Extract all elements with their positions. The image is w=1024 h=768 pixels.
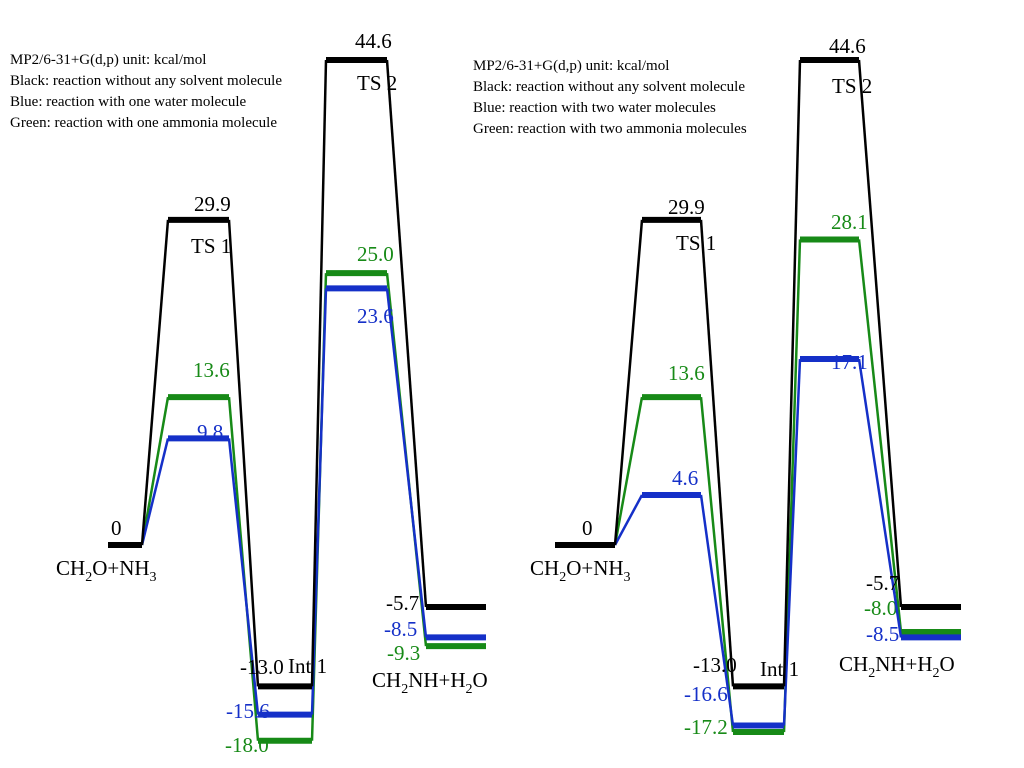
black-value-label-3: -13.0: [693, 653, 737, 677]
blue-series: 9.8 -15.6 23.6 -8.5: [140, 285, 486, 723]
green-value-label-3: -17.2: [684, 715, 728, 739]
green-connector-1: [140, 396, 170, 546]
green-value-label-2: 13.6: [193, 358, 230, 382]
legend-line-2: Black: reaction without any solvent mole…: [473, 79, 745, 95]
blue-value-label-4: 17.1: [831, 350, 868, 374]
black-value-label-3: -13.0: [240, 655, 284, 679]
black-connector-4: [857, 59, 903, 608]
reactant-label-part-3: O+NH: [92, 556, 149, 580]
blue-connector-2: [227, 438, 260, 715]
black-connector-1: [613, 219, 644, 546]
legend-line-4: Green: reaction with two ammonia molecul…: [473, 121, 747, 137]
product-label-part-2: 2: [868, 666, 875, 681]
blue-connector-2: [699, 494, 735, 726]
blue-connector-1: [613, 494, 644, 546]
green-value-label-5: -9.3: [387, 641, 420, 665]
black-value-label-5: -5.7: [866, 571, 899, 595]
green-connector-1: [613, 396, 644, 546]
blue-value-label-2: 9.8: [197, 420, 223, 444]
product-label-part-3: NH+H: [408, 668, 465, 692]
product-label: CH2NH+H2O: [372, 668, 488, 697]
product-label-part-5: O: [473, 668, 488, 692]
energy-diagram-1: MP2/6-31+G(d,p) unit: kcal/mol Black: rea…: [10, 29, 488, 757]
legend-line-3: Blue: reaction with two water molecules: [473, 100, 716, 116]
legend-line-2: Black: reaction without any solvent mole…: [10, 73, 282, 89]
black-value-label-1: 0: [111, 516, 122, 540]
green-value-label-3: -18.0: [225, 733, 269, 757]
black-value-label-4: 44.6: [829, 34, 866, 58]
product-label-part-5: O: [940, 652, 955, 676]
reactant-label: CH2O+NH3: [530, 556, 631, 585]
blue-value-label-5: -8.5: [384, 617, 417, 641]
product-label: CH2NH+H2O: [839, 652, 955, 681]
ts1-label: TS 1: [676, 231, 716, 255]
black-connector-4: [385, 59, 428, 608]
legend-line-3: Blue: reaction with one water molecule: [10, 94, 247, 110]
blue-connector-4: [857, 358, 903, 638]
legend: MP2/6-31+G(d,p) unit: kcal/mol Black: rea…: [10, 52, 282, 131]
black-connector-2: [699, 219, 735, 687]
product-label-part-1: CH: [372, 668, 401, 692]
blue-value-label-2: 4.6: [672, 466, 698, 490]
reactant-label-part-2: 2: [85, 570, 92, 585]
green-value-label-4: 28.1: [831, 210, 868, 234]
black-connector-1: [140, 219, 170, 546]
black-value-label-1: 0: [582, 516, 593, 540]
black-series: 0 29.9 -13.0 44.6 -5.7: [108, 29, 486, 690]
blue-series: 4.6 -16.6 17.1 -8.5: [613, 350, 961, 729]
int1-label: Int 1: [760, 657, 799, 681]
black-connector-3: [310, 59, 328, 687]
black-connector-3: [782, 59, 802, 687]
blue-connector-1: [140, 438, 170, 546]
blue-value-label-5: -8.5: [866, 622, 899, 646]
ts2-label: TS 2: [832, 74, 872, 98]
product-label-part-3: NH+H: [875, 652, 932, 676]
int1-label: Int 1: [288, 654, 327, 678]
black-value-label-4: 44.6: [355, 29, 392, 53]
blue-connector-4: [385, 288, 428, 638]
legend: MP2/6-31+G(d,p) unit: kcal/mol Black: rea…: [473, 58, 747, 137]
energy-diagram-2: MP2/6-31+G(d,p) unit: kcal/mol Black: rea…: [473, 34, 961, 739]
black-series: 0 29.9 -13.0 44.6 -5.7: [555, 34, 961, 690]
green-series: 13.6 -17.2 28.1 -8.0: [613, 210, 961, 739]
legend-line-4: Green: reaction with one ammonia molecul…: [10, 115, 277, 131]
blue-value-label-3: -15.6: [226, 699, 270, 723]
black-value-label-2: 29.9: [668, 195, 705, 219]
green-value-label-4: 25.0: [357, 242, 394, 266]
reactant-label-part-3: O+NH: [566, 556, 623, 580]
blue-value-label-4: 23.6: [357, 304, 394, 328]
green-connector-4: [857, 239, 903, 633]
product-label-part-1: CH: [839, 652, 868, 676]
green-value-label-5: -8.0: [864, 596, 897, 620]
legend-line-1: MP2/6-31+G(d,p) unit: kcal/mol: [473, 58, 669, 74]
ts1-label: TS 1: [191, 234, 231, 258]
black-connector-2: [227, 219, 260, 687]
reactant-label-part-4: 3: [624, 570, 631, 585]
green-value-label-2: 13.6: [668, 361, 705, 385]
reactant-label: CH2O+NH3: [56, 556, 157, 585]
product-label-part-2: 2: [401, 682, 408, 697]
blue-connector-3: [782, 359, 802, 726]
green-connector-2: [699, 396, 735, 733]
product-label-part-4: 2: [933, 666, 940, 681]
blue-value-label-3: -16.6: [684, 682, 728, 706]
legend-line-1: MP2/6-31+G(d,p) unit: kcal/mol: [10, 52, 206, 68]
reactant-label-part-1: CH: [530, 556, 559, 580]
black-value-label-2: 29.9: [194, 192, 231, 216]
reactant-label-part-2: 2: [559, 570, 566, 585]
reactant-label-part-4: 3: [150, 570, 157, 585]
black-value-label-5: -5.7: [386, 591, 419, 615]
product-label-part-4: 2: [466, 682, 473, 697]
reactant-label-part-1: CH: [56, 556, 85, 580]
blue-connector-3: [310, 288, 328, 715]
ts2-label: TS 2: [357, 71, 397, 95]
